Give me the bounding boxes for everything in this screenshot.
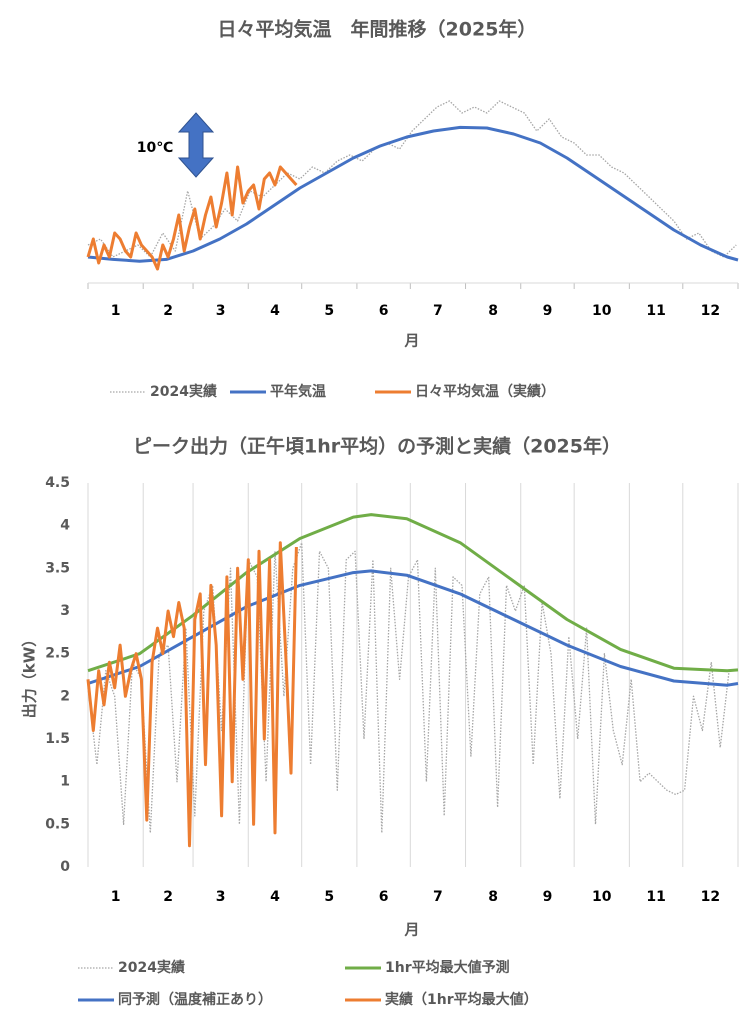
x-tick-label: 5 <box>324 889 334 905</box>
x-tick-label: 12 <box>701 303 720 319</box>
x-tick-label: 9 <box>543 303 553 319</box>
x-tick-label: 5 <box>324 303 334 319</box>
legend-label: 日々平均気温（実績） <box>415 383 555 400</box>
x-tick-label: 2 <box>163 889 173 905</box>
x-tick-label: 8 <box>488 303 498 319</box>
y-tick-label: 4.5 <box>45 475 70 491</box>
x-tick-label: 1 <box>111 303 121 319</box>
x-tick-label: 1 <box>111 889 121 905</box>
x-tick-label: 3 <box>216 889 226 905</box>
series-line <box>87 125 739 263</box>
legend-label: 1hr平均最大値予測 <box>385 959 510 976</box>
x-tick-label: 4 <box>270 303 280 319</box>
arrow-icon <box>177 112 215 178</box>
y-tick-label: 0.5 <box>45 816 70 832</box>
y-tick-label: 0 <box>60 859 70 875</box>
y-tick-label: 3 <box>60 603 70 619</box>
x-axis-label: 月 <box>403 332 419 350</box>
annotation: 10℃ <box>137 140 173 156</box>
x-tick-label: 6 <box>379 303 389 319</box>
x-tick-label: 3 <box>216 303 226 319</box>
x-tick-label: 12 <box>701 889 720 905</box>
chart-title: ピーク出力（正午頃1hr平均）の予測と実績（2025年） <box>133 435 621 458</box>
series-line <box>86 541 298 848</box>
x-axis-label: 月 <box>403 921 419 939</box>
x-tick-label: 10 <box>592 303 612 319</box>
x-tick-label: 4 <box>270 889 280 905</box>
x-tick-label: 6 <box>379 889 389 905</box>
y-axis-label: 出力（kW） <box>21 632 39 719</box>
legend-label: 2024実績 <box>118 959 185 976</box>
legend-label: 平年気温 <box>270 383 326 400</box>
y-tick-label: 1 <box>60 774 70 790</box>
x-tick-label: 9 <box>543 889 553 905</box>
y-tick-label: 3.5 <box>45 560 70 576</box>
x-tick-label: 11 <box>646 889 665 905</box>
x-tick-label: 11 <box>646 303 665 319</box>
series-line <box>86 165 298 271</box>
legend-label: 実績（1hr平均最大値） <box>385 991 538 1008</box>
x-tick-label: 7 <box>433 889 443 905</box>
y-tick-label: 4 <box>60 518 70 534</box>
x-tick-label: 8 <box>488 889 498 905</box>
x-tick-label: 2 <box>163 303 173 319</box>
series-line <box>87 100 737 258</box>
x-tick-label: 10 <box>592 889 612 905</box>
y-tick-label: 1.5 <box>45 731 70 747</box>
y-tick-label: 2 <box>60 688 70 704</box>
legend-label: 同予測（温度補正あり） <box>118 991 272 1008</box>
chart-title: 日々平均気温 年間推移（2025年） <box>218 18 537 41</box>
y-tick-label: 2.5 <box>45 646 70 662</box>
legend-label: 2024実績 <box>150 383 217 400</box>
x-tick-label: 7 <box>433 303 443 319</box>
